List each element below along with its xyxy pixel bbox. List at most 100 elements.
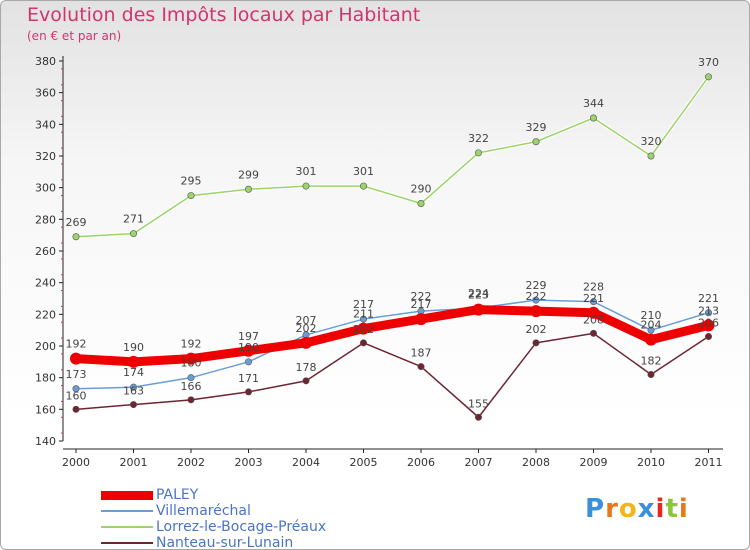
data-point-lorrez-le-bocage-preaux [589, 114, 597, 122]
data-label-paley: 223 [468, 289, 489, 302]
data-point-nanteau-sur-lunain [245, 388, 253, 396]
chart-subtitle: (en € et par an) [27, 29, 122, 43]
legend-item-lorrez: Lorrez-le-Bocage-Préaux [101, 519, 326, 535]
data-label-villemarechal: 217 [353, 298, 374, 311]
x-tick-label: 2003 [235, 456, 263, 469]
data-point-nanteau-sur-lunain [359, 339, 367, 347]
y-tick-label: 240 [35, 277, 56, 290]
series-line-lorrez-le-bocage-preaux [75, 76, 710, 238]
data-point-paley [70, 352, 82, 365]
data-label-villemarechal: 180 [181, 357, 202, 370]
data-point-lorrez-le-bocage-preaux [72, 233, 80, 241]
data-label-villemarechal: 173 [66, 368, 87, 381]
series-line-halo-lorrez-le-bocage-preaux [75, 75, 710, 239]
data-point-lorrez-le-bocage-preaux [302, 182, 310, 190]
data-label-paley: 190 [123, 341, 144, 354]
legend-label-nanteau: Nanteau-sur-Lunain [156, 535, 294, 550]
data-label-paley: 222 [526, 290, 547, 303]
data-point-paley [300, 336, 312, 349]
data-label-paley: 217 [411, 298, 432, 311]
y-tick-label: 260 [35, 245, 56, 258]
data-point-nanteau-sur-lunain [417, 363, 425, 371]
x-tick-label: 2002 [177, 456, 205, 469]
logo-letter: i [655, 494, 666, 524]
data-label-paley: 221 [583, 292, 604, 305]
series-line-nanteau-sur-lunain [75, 332, 710, 418]
data-label-villemarechal: 229 [526, 279, 547, 292]
data-point-villemarechal [589, 298, 597, 306]
data-label-nanteau-sur-lunain: 160 [66, 389, 87, 402]
legend-label-lorrez: Lorrez-le-Bocage-Préaux [156, 519, 327, 535]
data-label-villemarechal: 174 [123, 366, 144, 379]
data-label-nanteau-sur-lunain: 208 [583, 313, 604, 326]
data-point-lorrez-le-bocage-preaux [532, 138, 540, 146]
y-tick-label: 360 [35, 87, 56, 100]
y-tick-label: 220 [35, 308, 56, 321]
data-label-nanteau-sur-lunain: 202 [353, 323, 374, 336]
data-point-lorrez-le-bocage-preaux [359, 182, 367, 190]
x-tick-label: 2001 [120, 456, 148, 469]
series-line-paley [71, 305, 713, 367]
data-label-lorrez-le-bocage-preaux: 370 [698, 56, 719, 69]
data-label-nanteau-sur-lunain: 166 [181, 380, 202, 393]
data-label-nanteau-sur-lunain: 155 [468, 397, 489, 410]
data-point-paley [127, 355, 140, 368]
x-tick-label: 2006 [407, 456, 435, 469]
legend: PALEY Villemaréchal Lorrez-le-Bocage-Pré… [101, 487, 326, 550]
data-label-lorrez-le-bocage-preaux: 344 [583, 97, 604, 110]
data-point-nanteau-sur-lunain [589, 329, 597, 337]
logo-letter: i [678, 494, 689, 524]
data-label-villemarechal: 222 [411, 290, 432, 303]
data-label-lorrez-le-bocage-preaux: 329 [526, 121, 547, 134]
data-label-paley: 213 [698, 304, 719, 317]
data-point-nanteau-sur-lunain [532, 339, 540, 347]
data-point-nanteau-sur-lunain [647, 370, 655, 378]
data-label-lorrez-le-bocage-preaux: 322 [468, 132, 489, 145]
y-tick-label: 280 [35, 213, 56, 226]
logo-letter: P [585, 494, 606, 524]
legend-swatch-lorrez [101, 526, 153, 528]
legend-swatch-paley [101, 490, 153, 500]
data-point-villemarechal [532, 296, 540, 304]
data-point-lorrez-le-bocage-preaux [417, 200, 425, 208]
data-point-lorrez-le-bocage-preaux [474, 149, 482, 157]
data-point-paley [530, 305, 542, 318]
data-point-villemarechal [647, 326, 655, 334]
series-line-halo-villemarechal [75, 298, 710, 391]
x-tick-label: 2009 [580, 456, 608, 469]
data-label-lorrez-le-bocage-preaux: 320 [641, 135, 662, 148]
data-label-villemarechal: 207 [296, 314, 317, 327]
y-tick-label: 160 [35, 403, 56, 416]
data-label-villemarechal: 228 [583, 281, 604, 294]
chart-title: Evolution des Impôts locaux par Habitant [27, 4, 421, 26]
data-point-nanteau-sur-lunain [704, 332, 712, 340]
data-label-nanteau-sur-lunain: 202 [526, 323, 547, 336]
data-label-nanteau-sur-lunain: 171 [238, 372, 259, 385]
data-label-paley: 211 [353, 308, 374, 321]
y-tick-label: 140 [35, 435, 56, 448]
data-label-lorrez-le-bocage-preaux: 299 [238, 168, 259, 181]
data-point-lorrez-le-bocage-preaux [130, 230, 138, 238]
data-point-villemarechal [245, 358, 253, 366]
y-tick-label: 200 [35, 340, 56, 353]
data-point-paley [242, 344, 255, 357]
logo-letter: x [637, 494, 656, 524]
y-tick-label: 180 [35, 372, 56, 385]
data-point-nanteau-sur-lunain [72, 405, 80, 413]
legend-swatch-nanteau [101, 542, 153, 544]
data-point-nanteau-sur-lunain [187, 396, 195, 404]
data-label-paley: 192 [181, 338, 202, 351]
series-line-halo-nanteau-sur-lunain [75, 331, 710, 419]
y-tick-label: 340 [35, 118, 56, 131]
logo-letter: r [605, 494, 619, 524]
data-point-paley [472, 303, 485, 316]
data-label-lorrez-le-bocage-preaux: 290 [411, 183, 432, 196]
legend-item-paley: PALEY [101, 487, 326, 503]
data-point-paley [702, 319, 715, 332]
data-point-lorrez-le-bocage-preaux [245, 185, 253, 193]
x-tick-label: 2010 [637, 456, 665, 469]
data-label-lorrez-le-bocage-preaux: 271 [123, 213, 144, 226]
data-label-paley: 192 [66, 338, 87, 351]
data-label-villemarechal: 221 [698, 292, 719, 305]
